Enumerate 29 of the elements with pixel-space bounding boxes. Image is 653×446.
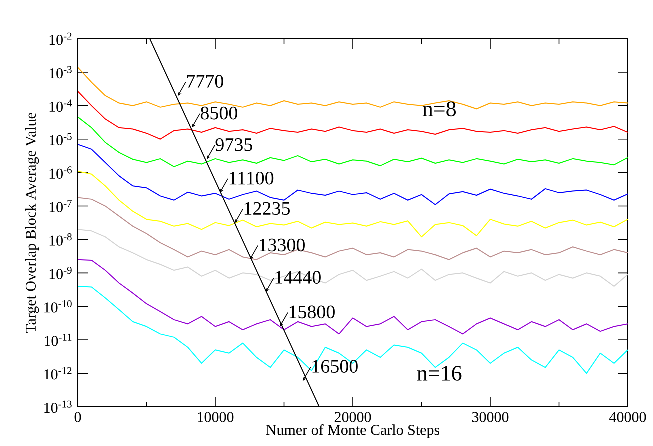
y-tick-label: 10$^{-12}$ xyxy=(44,367,72,380)
y-tick-label: 10$^{-10}$ xyxy=(44,300,72,313)
annotation: 9735 xyxy=(216,138,252,152)
y-tick-label: 10$^{-8}$ xyxy=(50,234,72,246)
y-tick-label: 10$^{-3}$ xyxy=(50,66,72,79)
x-tick-label: 0 xyxy=(74,412,82,422)
annotation: 7770 xyxy=(187,75,224,88)
x-tick-label: 10000 xyxy=(198,412,234,422)
x-axis-title: Numer of Monte Carlo Steps xyxy=(266,424,440,438)
annotation: n=8 xyxy=(422,102,456,117)
y-tick-label: 10$^{-7}$ xyxy=(50,200,72,212)
y-tick-label: 10$^{-2}$ xyxy=(50,32,72,46)
x-tick-label: 40000 xyxy=(610,412,646,422)
annotation: 13300 xyxy=(260,238,305,252)
annotation: 15800 xyxy=(290,306,335,319)
y-axis-title: Target Overlap Block Average Value xyxy=(25,113,40,334)
annotation: 12235 xyxy=(244,202,290,216)
annotation: n=16 xyxy=(417,366,462,381)
annotation: 8500 xyxy=(200,106,238,120)
x-tick-label: 20000 xyxy=(334,412,372,422)
y-tick-label: 10$^{-11}$ xyxy=(45,334,72,346)
annotation: 11100 xyxy=(230,172,274,185)
annotation: 14440 xyxy=(276,271,321,284)
y-tick-label: 10$^{-13}$ xyxy=(44,400,72,414)
y-tick-label: 10$^{-6}$ xyxy=(50,166,72,179)
y-tick-label: 10$^{-5}$ xyxy=(50,133,72,146)
y-tick-label: 10$^{-4}$ xyxy=(50,100,72,112)
x-tick-label: 30000 xyxy=(472,412,509,422)
y-tick-label: 10$^{-9}$ xyxy=(50,267,72,280)
